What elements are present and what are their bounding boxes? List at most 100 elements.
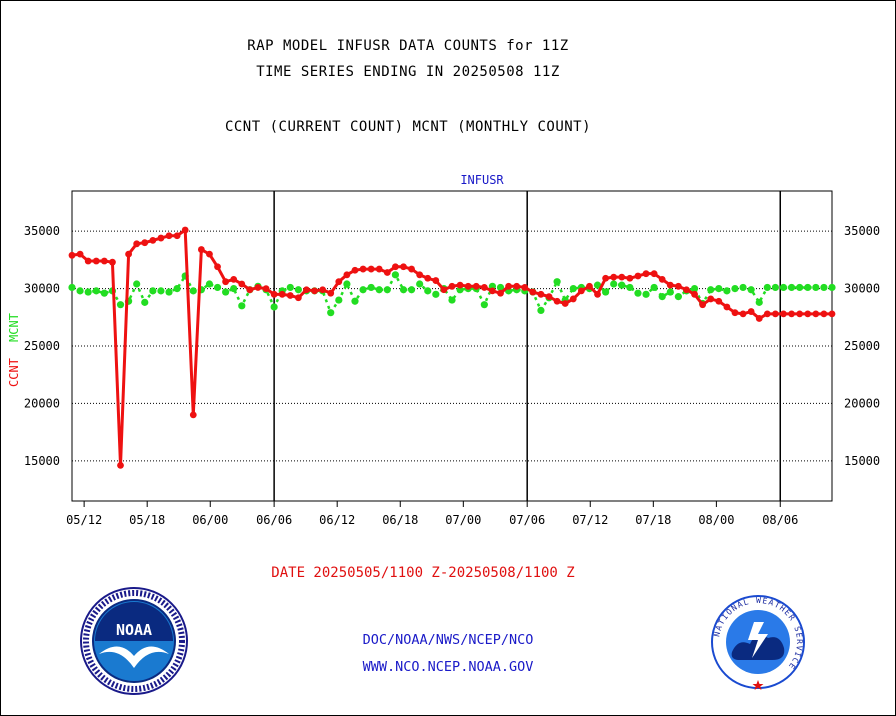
- data-point-mcnt: [416, 280, 424, 288]
- data-point-ccnt: [497, 289, 504, 297]
- y-tick-label-left: 25000: [24, 339, 60, 353]
- data-point-ccnt: [294, 294, 302, 302]
- data-point-ccnt: [707, 295, 715, 303]
- data-point-mcnt: [650, 283, 658, 292]
- data-point-mcnt: [116, 301, 125, 309]
- data-point-ccnt: [197, 246, 205, 253]
- data-point-ccnt: [464, 282, 472, 290]
- data-point-ccnt: [755, 315, 763, 322]
- data-point-mcnt: [399, 286, 408, 294]
- y-tick-label-right: 35000: [844, 224, 880, 238]
- data-point-ccnt: [650, 270, 658, 278]
- data-point-ccnt: [642, 270, 650, 278]
- x-tick-label: 06/06: [256, 513, 292, 527]
- data-point-mcnt: [270, 303, 278, 311]
- y-tick-label-left: 20000: [24, 396, 60, 410]
- data-point-ccnt: [206, 250, 213, 258]
- chart-title-line1: RAP MODEL INFUSR DATA COUNTS for 11Z: [247, 38, 569, 54]
- data-point-mcnt: [496, 283, 505, 292]
- data-point-mcnt: [84, 288, 92, 296]
- data-point-mcnt: [796, 283, 804, 292]
- data-point-mcnt: [133, 280, 141, 288]
- data-point-mcnt: [731, 284, 739, 293]
- data-point-mcnt: [755, 298, 763, 306]
- data-point-mcnt: [149, 287, 157, 295]
- data-point-mcnt: [92, 287, 100, 295]
- data-point-ccnt: [383, 269, 391, 276]
- data-point-ccnt: [400, 263, 407, 271]
- data-point-ccnt: [416, 271, 424, 279]
- data-point-ccnt: [222, 278, 230, 286]
- data-point-mcnt: [335, 296, 343, 304]
- y-tick-label-left: 15000: [24, 454, 60, 468]
- x-tick-label: 08/00: [698, 513, 734, 527]
- data-point-mcnt: [707, 286, 715, 294]
- data-point-ccnt: [238, 280, 246, 288]
- data-point-ccnt: [820, 310, 828, 318]
- data-point-ccnt: [343, 271, 351, 279]
- data-point-mcnt: [634, 289, 642, 297]
- y-tick-label-left: 30000: [24, 282, 60, 296]
- data-point-ccnt: [529, 288, 537, 296]
- data-point-mcnt: [593, 281, 602, 289]
- data-point-mcnt: [141, 298, 149, 306]
- x-tick-label: 06/18: [382, 513, 418, 527]
- data-point-ccnt: [141, 239, 149, 247]
- data-point-ccnt: [351, 266, 359, 274]
- data-point-mcnt: [812, 283, 820, 292]
- data-point-mcnt: [666, 288, 674, 296]
- data-point-mcnt: [763, 283, 771, 292]
- data-point-mcnt: [165, 288, 173, 296]
- data-point-ccnt: [303, 286, 310, 294]
- data-point-ccnt: [68, 251, 76, 259]
- y-tick-label-right: 20000: [844, 396, 880, 410]
- website-link[interactable]: WWW.NCO.NCEP.NOAA.GOV: [362, 659, 534, 675]
- data-point-mcnt: [351, 297, 359, 305]
- data-point-ccnt: [109, 258, 116, 266]
- data-point-ccnt: [181, 226, 189, 234]
- data-point-ccnt: [747, 308, 755, 315]
- data-point-mcnt: [804, 283, 812, 292]
- data-point-ccnt: [828, 310, 836, 318]
- data-point-ccnt: [311, 287, 318, 295]
- y-tick-label-right: 25000: [844, 339, 880, 353]
- data-point-ccnt: [691, 290, 698, 298]
- x-tick-label: 07/12: [572, 513, 608, 527]
- data-point-ccnt: [602, 274, 610, 282]
- data-point-ccnt: [513, 282, 521, 290]
- data-point-ccnt: [489, 287, 496, 295]
- data-point-ccnt: [586, 282, 593, 290]
- data-point-mcnt: [569, 284, 577, 293]
- data-point-ccnt: [683, 286, 690, 294]
- data-point-mcnt: [213, 283, 222, 292]
- data-point-mcnt: [100, 289, 108, 297]
- data-point-ccnt: [149, 236, 157, 244]
- x-tick-label: 06/00: [192, 513, 228, 527]
- data-point-ccnt: [448, 282, 456, 290]
- data-point-mcnt: [391, 271, 400, 279]
- x-tick-label: 08/06: [762, 513, 798, 527]
- data-point-mcnt: [690, 284, 699, 293]
- org-path-link[interactable]: DOC/NOAA/NWS/NCEP/NCO: [362, 632, 534, 648]
- data-point-ccnt: [189, 411, 197, 419]
- nws-logo: NATIONAL WEATHER SERVICE: [711, 595, 805, 690]
- data-point-ccnt: [569, 295, 577, 303]
- data-point-ccnt: [375, 265, 383, 273]
- data-point-ccnt: [359, 265, 367, 273]
- data-point-ccnt: [408, 265, 415, 273]
- data-point-ccnt: [772, 310, 779, 318]
- data-point-ccnt: [553, 297, 561, 305]
- data-point-mcnt: [205, 280, 214, 288]
- data-point-ccnt: [658, 276, 666, 283]
- data-point-mcnt: [553, 278, 561, 286]
- data-point-ccnt: [796, 310, 804, 318]
- data-point-mcnt: [747, 286, 755, 294]
- data-point-mcnt: [222, 288, 230, 296]
- data-point-mcnt: [367, 283, 375, 292]
- data-point-ccnt: [230, 276, 238, 283]
- data-point-mcnt: [189, 287, 197, 295]
- data-point-mcnt: [375, 286, 383, 294]
- chart-title-line2: TIME SERIES ENDING IN 20250508 11Z: [256, 64, 560, 80]
- data-point-mcnt: [537, 306, 545, 315]
- data-point-mcnt: [674, 293, 682, 301]
